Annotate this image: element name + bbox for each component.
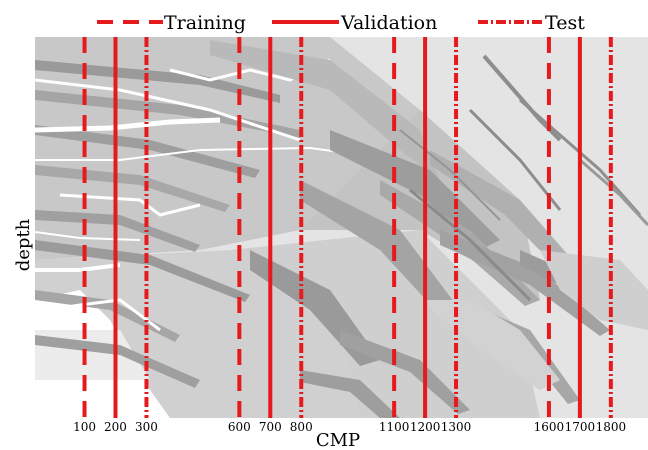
x-tick-label-700: 700 [259, 420, 282, 434]
velocity-model [35, 37, 648, 418]
x-tick-labels: 100 200 300 600 700 800 1100 1200 1300 1600 1700 18… [73, 420, 626, 434]
x-tick-label-1800: 1800 [596, 420, 627, 434]
legend-validation-label: Validation [340, 12, 437, 34]
x-tick-label-300: 300 [135, 420, 158, 434]
legend: Training Validation Test [97, 12, 585, 34]
x-tick-label-1200: 1200 [410, 420, 441, 434]
x-tick-label-1300: 1300 [441, 420, 472, 434]
y-axis-label: depth [13, 218, 34, 271]
legend-training-label: Training [164, 12, 246, 34]
x-axis-label: CMP [316, 430, 360, 450]
x-tick-label-1600: 1600 [534, 420, 565, 434]
split-lines [82, 37, 613, 418]
x-tick-label-1100: 1100 [379, 420, 410, 434]
x-tick-label-200: 200 [104, 420, 127, 434]
x-tick-label-800: 800 [290, 420, 313, 434]
legend-test-label: Test [545, 12, 585, 34]
x-tick-label-1700: 1700 [565, 420, 596, 434]
x-tick-label-600: 600 [228, 420, 251, 434]
x-tick-label-100: 100 [73, 420, 96, 434]
